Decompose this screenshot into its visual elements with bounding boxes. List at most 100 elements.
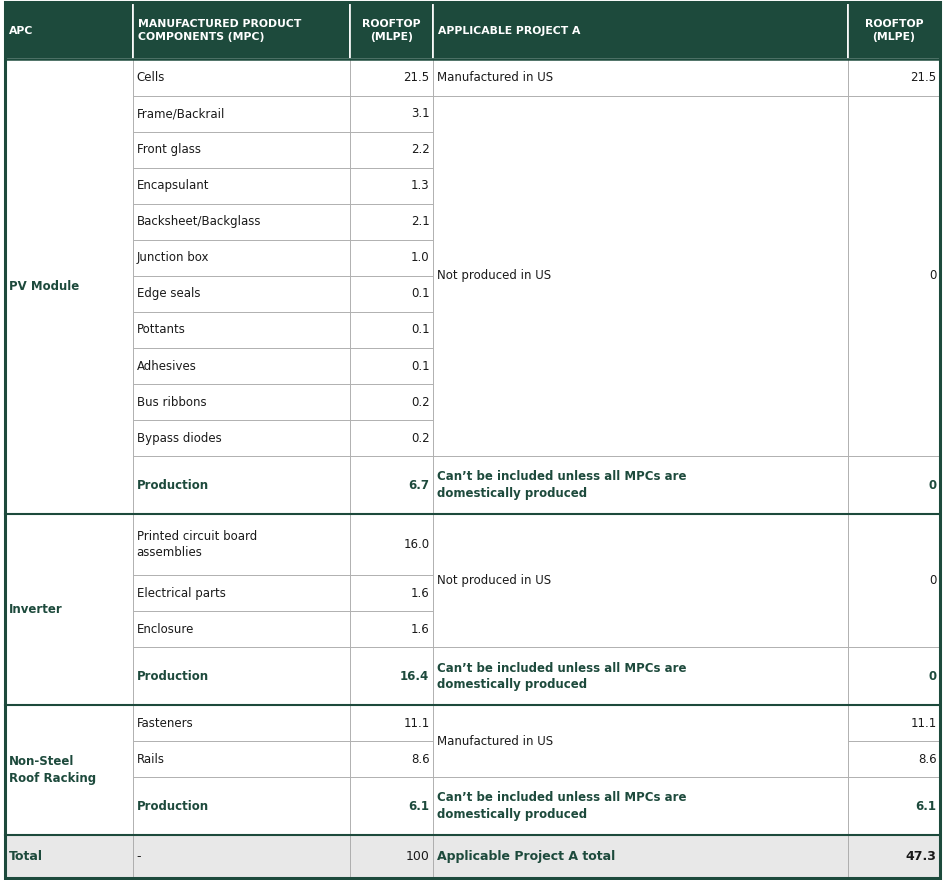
Text: 0.1: 0.1 xyxy=(411,324,429,336)
Bar xyxy=(5,835,133,878)
Text: Enclosure: Enclosure xyxy=(137,623,194,636)
Text: 2.2: 2.2 xyxy=(411,143,429,156)
Bar xyxy=(349,705,432,741)
Text: Bypass diodes: Bypass diodes xyxy=(137,432,221,444)
Text: 1.6: 1.6 xyxy=(411,587,429,600)
Bar xyxy=(133,514,349,576)
Bar xyxy=(349,777,432,835)
Bar xyxy=(133,60,349,96)
Bar xyxy=(432,2,847,60)
Bar xyxy=(349,204,432,240)
Text: Cells: Cells xyxy=(137,71,165,84)
Bar xyxy=(432,705,847,777)
Bar xyxy=(349,741,432,777)
Bar xyxy=(133,835,349,878)
Bar xyxy=(133,576,349,612)
Bar xyxy=(349,514,432,576)
Text: Encapsulant: Encapsulant xyxy=(137,180,209,192)
Text: 0: 0 xyxy=(928,269,936,282)
Text: 6.7: 6.7 xyxy=(408,479,429,492)
Text: Manufactured in US: Manufactured in US xyxy=(436,71,552,84)
Bar xyxy=(133,168,349,204)
Bar xyxy=(432,835,847,878)
Bar xyxy=(349,384,432,420)
Bar xyxy=(349,240,432,276)
Bar xyxy=(349,348,432,384)
Bar xyxy=(133,648,349,705)
Bar xyxy=(5,514,133,705)
Text: Junction box: Junction box xyxy=(137,252,209,264)
Bar xyxy=(133,312,349,348)
Text: Fasteners: Fasteners xyxy=(137,716,194,730)
Text: ROOFTOP
(MLPE): ROOFTOP (MLPE) xyxy=(864,19,922,42)
Text: Frame/Backrail: Frame/Backrail xyxy=(137,107,225,120)
Text: Can’t be included unless all MPCs are
domestically produced: Can’t be included unless all MPCs are do… xyxy=(436,791,685,821)
Bar xyxy=(432,456,847,514)
Bar xyxy=(133,612,349,648)
Bar xyxy=(133,384,349,420)
Text: 6.1: 6.1 xyxy=(915,800,936,812)
Bar xyxy=(133,741,349,777)
Bar xyxy=(349,60,432,96)
Bar xyxy=(133,276,349,312)
Text: Applicable Project A total: Applicable Project A total xyxy=(436,850,615,863)
Text: Electrical parts: Electrical parts xyxy=(137,587,226,600)
Text: Total: Total xyxy=(8,850,42,863)
Text: 8.6: 8.6 xyxy=(411,752,429,766)
Text: 1.6: 1.6 xyxy=(411,623,429,636)
Bar xyxy=(349,2,432,60)
Bar xyxy=(349,168,432,204)
Text: 0.2: 0.2 xyxy=(411,396,429,408)
Text: Rails: Rails xyxy=(137,752,164,766)
Text: 47.3: 47.3 xyxy=(904,850,936,863)
Bar xyxy=(5,705,133,835)
Text: 1.0: 1.0 xyxy=(411,252,429,264)
Bar xyxy=(349,276,432,312)
Text: Pottants: Pottants xyxy=(137,324,185,336)
Text: 21.5: 21.5 xyxy=(403,71,429,84)
Text: Adhesives: Adhesives xyxy=(137,360,196,372)
Text: 2.1: 2.1 xyxy=(411,216,429,228)
Bar xyxy=(847,835,939,878)
Bar xyxy=(133,420,349,456)
Bar xyxy=(5,60,133,514)
Text: 0: 0 xyxy=(927,670,936,683)
Bar xyxy=(432,648,847,705)
Text: APPLICABLE PROJECT A: APPLICABLE PROJECT A xyxy=(437,26,580,35)
Bar xyxy=(133,777,349,835)
Text: Manufactured in US: Manufactured in US xyxy=(436,735,552,748)
Text: Can’t be included unless all MPCs are
domestically produced: Can’t be included unless all MPCs are do… xyxy=(436,470,685,500)
Text: Edge seals: Edge seals xyxy=(137,288,200,300)
Bar xyxy=(432,96,847,456)
Bar xyxy=(349,835,432,878)
Bar xyxy=(349,96,432,132)
Text: 0: 0 xyxy=(928,574,936,587)
Bar xyxy=(432,777,847,835)
Text: Bus ribbons: Bus ribbons xyxy=(137,396,206,408)
Bar xyxy=(133,96,349,132)
Bar xyxy=(133,132,349,168)
Text: 16.4: 16.4 xyxy=(399,670,429,683)
Text: 0.1: 0.1 xyxy=(411,288,429,300)
Text: 11.1: 11.1 xyxy=(909,716,936,730)
Bar xyxy=(349,456,432,514)
Bar xyxy=(5,2,133,60)
Bar xyxy=(847,777,939,835)
Bar xyxy=(847,456,939,514)
Bar xyxy=(133,456,349,514)
Text: 100: 100 xyxy=(405,850,429,863)
Text: 3.1: 3.1 xyxy=(411,107,429,120)
Text: Inverter: Inverter xyxy=(8,603,62,616)
Text: 11.1: 11.1 xyxy=(403,716,429,730)
Text: ROOFTOP
(MLPE): ROOFTOP (MLPE) xyxy=(362,19,420,42)
Bar xyxy=(349,312,432,348)
Bar xyxy=(133,204,349,240)
Text: 0.1: 0.1 xyxy=(411,360,429,372)
Bar xyxy=(349,648,432,705)
Text: Not produced in US: Not produced in US xyxy=(436,269,550,282)
Text: 6.1: 6.1 xyxy=(408,800,429,812)
Bar xyxy=(133,2,349,60)
Text: 1.3: 1.3 xyxy=(411,180,429,192)
Bar xyxy=(133,240,349,276)
Text: Production: Production xyxy=(137,479,209,492)
